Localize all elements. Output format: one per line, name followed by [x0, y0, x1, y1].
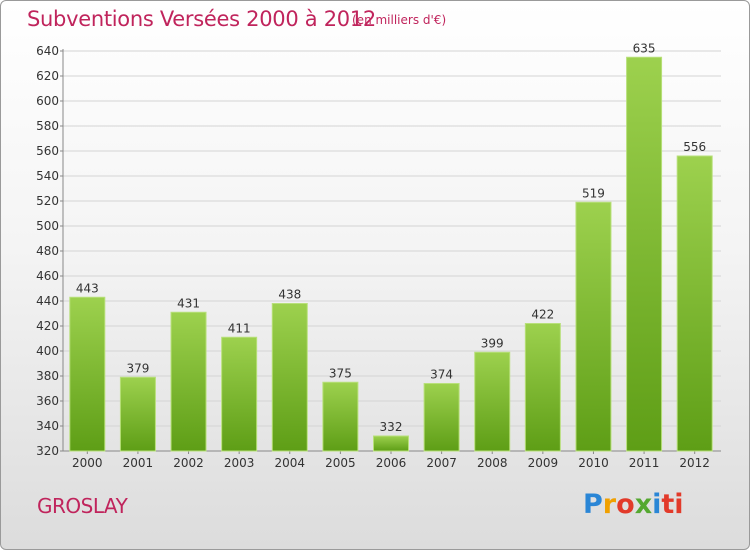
y-tick-label: 360 [36, 394, 59, 408]
y-tick-label: 500 [36, 219, 59, 233]
bar-2009 [524, 323, 561, 452]
grid-lines [63, 50, 721, 452]
x-tick-label-2001: 2001 [123, 456, 154, 470]
value-label-2004: 438 [278, 288, 301, 302]
x-tick-label-2008: 2008 [477, 456, 508, 470]
x-tick-label-2012: 2012 [679, 456, 710, 470]
x-tick-label-2002: 2002 [173, 456, 204, 470]
x-tick-label-2007: 2007 [426, 456, 457, 470]
y-tick-label: 480 [36, 244, 59, 258]
y-tick-label: 380 [36, 369, 59, 383]
bars [69, 56, 713, 452]
bar-2012 [676, 155, 713, 452]
bar-2005 [322, 381, 359, 452]
x-tick-label-2000: 2000 [72, 456, 103, 470]
value-label-2007: 374 [430, 368, 453, 382]
y-tick-label: 620 [36, 69, 59, 83]
bar-2007 [423, 383, 460, 452]
x-tick-label-2010: 2010 [578, 456, 609, 470]
bar-2000 [69, 296, 106, 452]
y-tick-label: 340 [36, 419, 59, 433]
y-tick-label: 400 [36, 344, 59, 358]
bar-2006 [373, 435, 409, 452]
proxiti-logo: Proxiti [583, 489, 684, 520]
chart-title: Subventions Versées 2000 à 2012 [27, 7, 376, 31]
bar-2010 [575, 201, 612, 452]
logo-letter-1: P [583, 489, 603, 520]
value-label-2006: 332 [380, 420, 403, 434]
logo-letter-3: o [616, 489, 635, 520]
x-tick-label-2011: 2011 [629, 456, 660, 470]
bar-2003 [221, 336, 258, 452]
x-tick-label-2004: 2004 [274, 456, 305, 470]
bar-2001 [119, 376, 156, 452]
x-tick-label-2009: 2009 [528, 456, 559, 470]
bar-2002 [170, 311, 207, 452]
y-tick-label: 580 [36, 119, 59, 133]
y-tick-label: 540 [36, 169, 59, 183]
value-label-2011: 635 [633, 41, 656, 55]
y-tick-label: 460 [36, 269, 59, 283]
value-label-2005: 375 [329, 366, 352, 380]
logo-letter-4: x [634, 489, 653, 520]
y-tick-label: 560 [36, 144, 59, 158]
x-tick-label-2003: 2003 [224, 456, 255, 470]
bar-2008 [474, 351, 511, 452]
value-label-2012: 556 [683, 140, 706, 154]
value-label-2003: 411 [228, 321, 251, 335]
bar-2011 [626, 56, 663, 452]
value-label-2000: 443 [76, 281, 99, 295]
value-label-2010: 519 [582, 186, 605, 200]
value-label-2008: 399 [481, 336, 504, 350]
logo-letter-6: ti [661, 489, 684, 520]
value-label-2009: 422 [531, 308, 554, 322]
y-tick-label: 420 [36, 319, 59, 333]
logo-letter-2: r [602, 489, 617, 520]
y-tick-label: 440 [36, 294, 59, 308]
value-label-2001: 379 [126, 361, 149, 375]
unit-note: (en milliers d'€) [352, 13, 447, 27]
logo-letter-5: i [652, 489, 662, 520]
value-labels: 443 379 431 411 438 375 332 374 399 422 519 635 556 [76, 41, 706, 434]
y-tick-label: 600 [36, 94, 59, 108]
city-name: GROSLAY [37, 494, 128, 518]
bar-2004 [271, 303, 308, 452]
x-tick-label-2005: 2005 [325, 456, 356, 470]
value-label-2002: 431 [177, 296, 200, 310]
y-tick-label: 520 [36, 194, 59, 208]
x-tick-label-2006: 2006 [376, 456, 407, 470]
y-tick-label: 320 [36, 444, 59, 458]
y-tick-label: 640 [36, 44, 59, 58]
